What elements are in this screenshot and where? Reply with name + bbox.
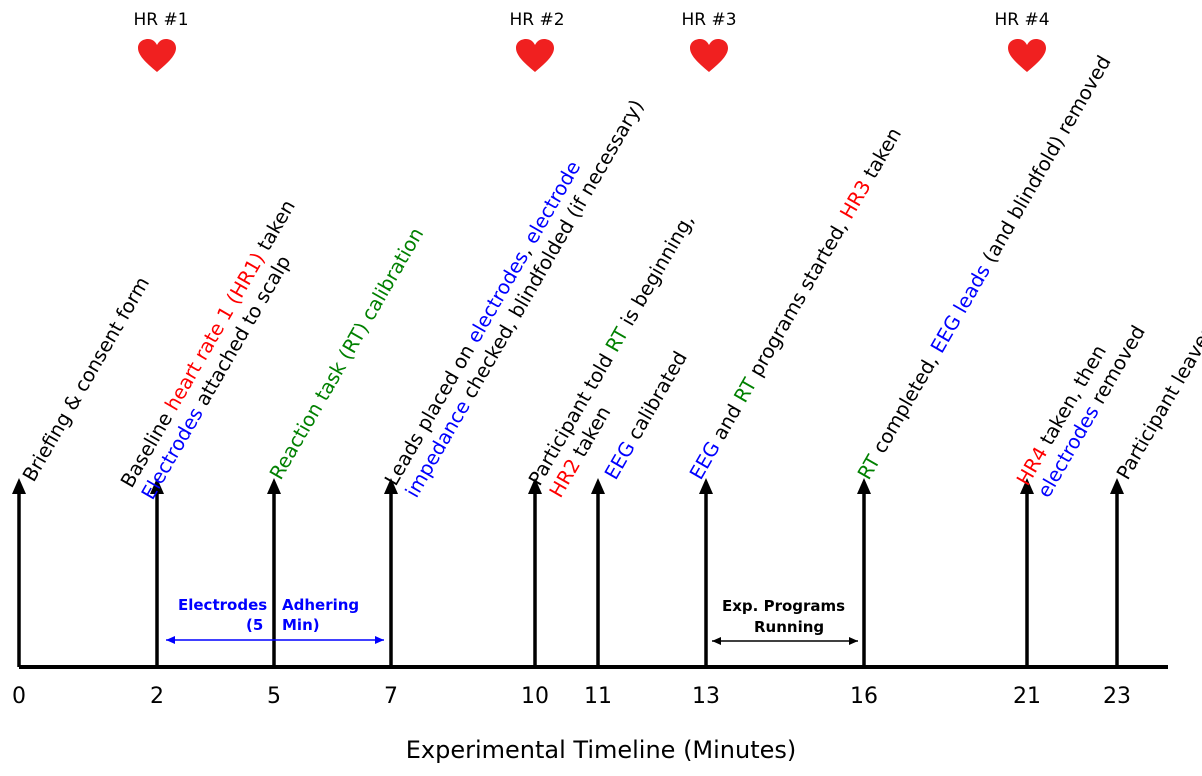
period-label-programs: Exp. Programs <box>722 596 845 616</box>
period-label-word: (5 <box>246 616 264 634</box>
period-arrowhead-left <box>166 636 175 644</box>
tick-label: 2 <box>150 684 164 709</box>
heart-icon <box>138 39 176 72</box>
period-label-word: Adhering <box>282 596 360 614</box>
period-arrowhead-right <box>849 637 858 645</box>
event-arrowhead <box>528 478 542 494</box>
period-label-word: Min) <box>282 616 320 634</box>
period-label-running: Running <box>754 617 824 637</box>
event-arrowhead <box>591 478 605 494</box>
period-label-adhering: Adhering <box>282 595 359 615</box>
period-label-line: Exp. Programs <box>722 597 846 615</box>
hr-label: HR #2 <box>509 10 565 30</box>
tick-label: 13 <box>692 684 720 709</box>
period-label-min: Min) <box>282 615 320 635</box>
period-arrowhead-left <box>712 637 721 645</box>
event-arrowhead <box>384 478 398 494</box>
period-label-five: (5 <box>246 615 263 635</box>
heart-icon <box>1008 39 1046 72</box>
heart-icon <box>516 39 554 72</box>
tick-label: 23 <box>1103 684 1131 709</box>
hr-label: HR #3 <box>681 10 737 30</box>
hr-label: HR #4 <box>994 10 1050 30</box>
tick-label: 10 <box>521 684 549 709</box>
event-arrowhead <box>699 478 713 494</box>
period-label-line: Running <box>754 618 825 636</box>
tick-label: 11 <box>584 684 612 709</box>
period-label-word: Electrodes <box>178 596 268 614</box>
tick-label: 5 <box>267 684 281 709</box>
x-axis-title: Experimental Timeline (Minutes) <box>405 736 797 764</box>
event-arrowhead <box>1020 478 1034 494</box>
tick-label: 0 <box>12 684 26 709</box>
period-label-electrodes: Electrodes <box>178 595 267 615</box>
event-arrowhead <box>857 478 871 494</box>
event-arrowhead <box>267 478 281 494</box>
heart-icon <box>690 39 728 72</box>
period-arrowhead-right <box>375 636 384 644</box>
hr-label: HR #1 <box>133 10 189 30</box>
event-arrowhead <box>12 478 26 494</box>
tick-label: 7 <box>384 684 398 709</box>
event-arrowhead <box>1110 478 1124 494</box>
event-arrowhead <box>150 478 164 494</box>
tick-label: 21 <box>1013 684 1041 709</box>
tick-label: 16 <box>850 684 878 709</box>
